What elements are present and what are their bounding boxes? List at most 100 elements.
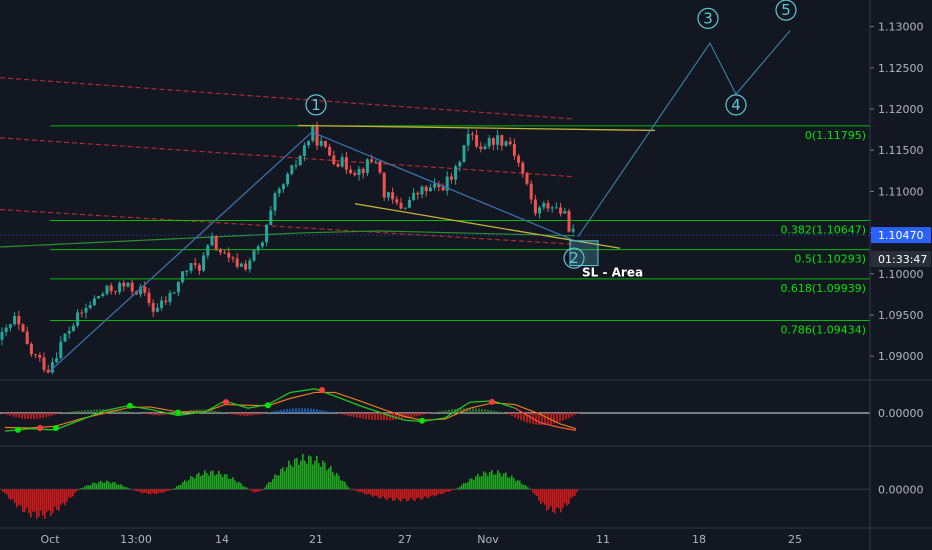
candle-body: [239, 263, 243, 267]
oscillator-histogram-bar: [425, 413, 427, 415]
oscillator-histogram-bar: [547, 413, 549, 425]
oscillator-histogram-bar: [526, 413, 528, 423]
histogram-pane[interactable]: [0, 453, 870, 519]
histogram-bar: [26, 489, 28, 508]
oscillator-histogram-bar: [220, 411, 222, 413]
candle: [126, 282, 130, 288]
candle-body: [403, 207, 407, 209]
oscillator-histogram-bar: [143, 413, 145, 414]
histogram-bar: [513, 478, 515, 490]
wave-label-5[interactable]: 5: [775, 0, 797, 21]
histogram-bar: [226, 474, 228, 490]
histogram-bar: [463, 482, 465, 490]
histogram-bar: [450, 489, 452, 491]
oscillator-histogram-bar: [347, 413, 349, 416]
oscillator-histogram-bar: [517, 413, 519, 419]
candle: [508, 137, 512, 147]
histogram-bar: [52, 489, 54, 513]
histogram-bar: [200, 476, 202, 490]
candle-body: [315, 126, 319, 146]
histogram-bar: [248, 489, 250, 490]
histogram-bar: [515, 481, 517, 490]
histogram-bar: [467, 482, 469, 490]
histogram-bar: [194, 478, 196, 490]
fib-level-label: 0.786(1.09434): [780, 323, 866, 336]
histogram-bar: [296, 457, 298, 490]
wave-label-4[interactable]: 4: [725, 94, 747, 116]
price-pane[interactable]: 0(1.11795) 0.382(1.10647) 0.5(1.10293) 0.61…: [0, 0, 870, 375]
candle: [336, 161, 340, 168]
histogram-bar: [368, 489, 370, 494]
candle: [496, 129, 500, 151]
candle: [113, 290, 117, 295]
histogram-bar: [376, 489, 378, 496]
oscillator-histogram-bar: [6, 413, 8, 415]
histogram-bar: [402, 489, 404, 499]
candle: [407, 196, 411, 209]
histogram-bar: [348, 487, 350, 490]
candle: [101, 291, 105, 298]
trendline: [297, 124, 656, 132]
candle-body: [235, 258, 239, 267]
oscillator-histogram-bar: [117, 410, 119, 413]
candle-body: [92, 298, 96, 306]
oscillator-histogram-bar: [413, 413, 415, 417]
histogram-bar: [284, 471, 286, 490]
wave-label-3[interactable]: 3: [697, 7, 719, 29]
oscillator-histogram-bar: [146, 413, 148, 415]
oscillator-histogram-bar: [313, 408, 315, 413]
histogram-bar: [4, 489, 6, 494]
candle: [365, 157, 369, 177]
histogram-bar: [278, 475, 280, 490]
time-tick-label: 13:00: [120, 533, 152, 546]
candle: [181, 270, 185, 285]
histogram-bar: [532, 489, 534, 493]
histogram-bar: [412, 489, 414, 500]
price-tick-label: 1.12000: [878, 103, 924, 116]
price-axis[interactable]: 1.090001.095001.100001.105001.110001.115…: [870, 21, 931, 497]
candle-body: [84, 307, 88, 313]
candle-body: [311, 126, 315, 141]
candle: [155, 303, 159, 313]
oscillator-histogram-bar: [550, 413, 552, 425]
oscillator-histogram-bar: [261, 413, 263, 414]
histogram-bar: [290, 464, 292, 490]
oscillator-histogram-bar: [322, 410, 324, 413]
oscillator-histogram-bar: [457, 408, 459, 413]
candle-body: [382, 172, 386, 198]
histogram-bar: [350, 489, 352, 490]
histogram-bar: [440, 489, 442, 495]
histogram-bar: [523, 484, 525, 490]
oscillator-histogram-bar: [228, 413, 230, 414]
candle-body: [151, 302, 155, 312]
oscillator-cross-dot: [489, 398, 495, 405]
histogram-bar: [18, 489, 20, 505]
wave-label-1[interactable]: 1: [305, 94, 327, 116]
histogram-bar: [46, 489, 48, 512]
oscillator-histogram-bar: [87, 409, 89, 413]
histogram-bar: [140, 489, 142, 493]
oscillator-cross-dot: [319, 387, 325, 394]
oscillator-histogram-bar: [410, 413, 412, 418]
histogram-bar: [132, 489, 134, 490]
histogram-bar: [489, 471, 491, 490]
histogram-bar: [154, 489, 156, 495]
time-axis[interactable]: Oct 13:00 14 21 27 Nov 11 18 25: [40, 533, 802, 546]
price-tick-label: 1.09000: [878, 350, 924, 363]
histogram-bar: [148, 489, 150, 495]
candle-body: [256, 246, 260, 251]
histogram-bar: [14, 489, 16, 504]
candle: [214, 235, 218, 252]
candle-body: [155, 307, 159, 312]
oscillator-histogram-bar: [319, 409, 321, 413]
histogram-bar: [517, 480, 519, 490]
histogram-bar: [282, 467, 284, 490]
histogram-bar: [366, 489, 368, 495]
candle-body: [567, 210, 571, 232]
wave-label-2[interactable]: 2: [563, 247, 585, 269]
candle-body: [281, 184, 285, 190]
oscillator-pane[interactable]: [0, 387, 870, 433]
candle: [277, 186, 281, 198]
